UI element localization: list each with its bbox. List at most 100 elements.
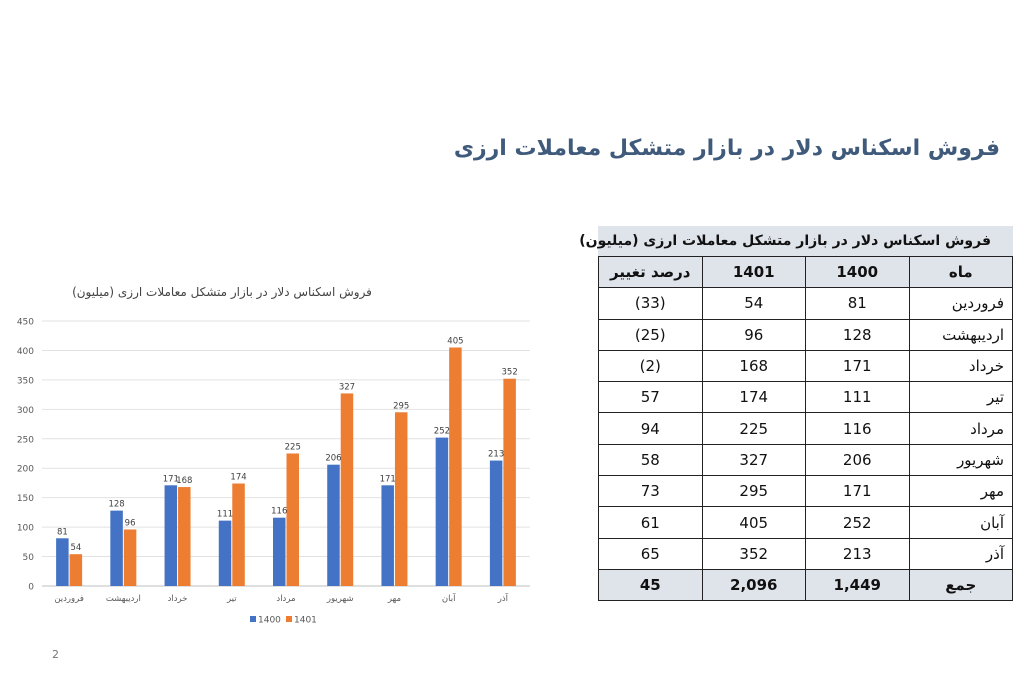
header-1400: 1400 [805, 255, 910, 289]
x-tick-label: مهر [387, 594, 401, 604]
cell-value-1401: 225 [701, 412, 806, 445]
total-value-1401: 2,096 [701, 568, 806, 602]
y-tick-label: 400 [17, 347, 34, 357]
bar-1401 [340, 393, 354, 586]
table-row: خرداد 171 168 (2) [598, 349, 1013, 383]
data-label: 171 [380, 474, 396, 484]
data-label: 295 [393, 401, 409, 411]
cell-change: 61 [598, 506, 703, 539]
table-row: شهریور 206 327 58 [598, 443, 1013, 477]
cell-month: خرداد [908, 349, 1013, 383]
bar-1401 [123, 529, 137, 586]
bar-1400 [435, 437, 449, 586]
table-row: مهر 171 295 73 [598, 475, 1013, 508]
legend-swatch [250, 616, 256, 622]
data-label: 96 [125, 518, 136, 528]
cell-value-1400: 206 [805, 443, 910, 477]
bar-1400 [164, 485, 178, 586]
table-caption: فروش اسکناس دلار در بازار متشکل معاملات … [579, 226, 1013, 256]
bar-1400 [273, 517, 286, 586]
cell-month: فروردین [908, 287, 1013, 320]
bar-1401 [503, 378, 516, 586]
bar-1400 [489, 460, 503, 586]
cell-value-1400: 81 [805, 287, 910, 320]
cell-change: (2) [598, 349, 703, 383]
y-tick-label: 250 [17, 435, 34, 445]
y-tick-label: 450 [17, 318, 34, 328]
cell-value-1400: 116 [805, 412, 910, 445]
page-title: فروش اسکناس دلار در بازار متشکل معاملات … [453, 136, 1000, 161]
x-tick-label: فروردین [54, 594, 84, 604]
table-row: فروردین 81 54 (33) [598, 287, 1013, 320]
x-tick-label: شهریور [326, 594, 354, 604]
cell-value-1401: 168 [701, 349, 806, 383]
bar-1400 [327, 464, 340, 586]
data-label: 213 [488, 450, 504, 460]
total-change: 45 [598, 568, 703, 602]
cell-month: آذر [908, 537, 1013, 570]
cell-month: مرداد [908, 412, 1013, 445]
data-label: 174 [230, 473, 246, 483]
cell-value-1401: 174 [701, 381, 806, 414]
cell-value-1401: 54 [701, 287, 806, 320]
x-tick-label: اردیبهشت [106, 594, 141, 604]
cell-month: اردیبهشت [908, 318, 1013, 351]
cell-change: (33) [598, 287, 703, 320]
x-tick-label: خرداد [168, 594, 188, 604]
bar-chart: فروش اسکناس دلار در بازار متشکل معاملات … [17, 285, 530, 626]
data-label: 405 [447, 337, 463, 347]
bar-1400 [218, 520, 232, 586]
data-label: 206 [325, 454, 341, 464]
data-label: 327 [339, 382, 355, 392]
cell-value-1400: 171 [805, 349, 910, 383]
table-row: مرداد 116 225 94 [598, 412, 1013, 445]
header-1401: 1401 [701, 255, 806, 289]
data-label: 168 [176, 476, 192, 486]
cell-change: (25) [598, 318, 703, 351]
data-label: 128 [108, 500, 124, 510]
cell-value-1400: 213 [805, 537, 910, 570]
x-tick-label: آذر [497, 592, 509, 604]
cell-change: 65 [598, 537, 703, 570]
data-label: 111 [217, 510, 233, 520]
data-label: 81 [57, 527, 68, 537]
cell-value-1400: 252 [805, 506, 910, 539]
cell-month: شهریور [908, 443, 1013, 477]
data-label: 171 [163, 474, 179, 484]
table-row: آبان 252 405 61 [598, 506, 1013, 539]
y-tick-label: 0 [28, 583, 34, 593]
data-label: 54 [70, 543, 81, 553]
x-tick-label: تیر [226, 594, 237, 604]
table-row: تیر 111 174 57 [598, 381, 1013, 414]
cell-value-1401: 327 [701, 443, 806, 477]
legend-label: 1400 [258, 616, 281, 626]
table-total-row: جمع 1,449 2,096 45 [598, 568, 1013, 602]
cell-month: مهر [908, 475, 1013, 508]
header-month: ماه [908, 255, 1013, 289]
data-label: 116 [271, 507, 287, 517]
cell-value-1400: 111 [805, 381, 910, 414]
bar-1401 [449, 347, 462, 586]
cell-value-1400: 128 [805, 318, 910, 351]
legend-label: 1401 [294, 616, 317, 626]
cell-change: 73 [598, 475, 703, 508]
y-tick-label: 50 [23, 553, 35, 563]
data-label: 252 [434, 427, 450, 437]
data-label: 225 [285, 443, 301, 453]
bar-1400 [56, 538, 69, 586]
x-tick-label: مرداد [276, 594, 295, 604]
header-change: درصد تغییر [598, 255, 703, 289]
cell-value-1401: 352 [701, 537, 806, 570]
y-tick-label: 350 [17, 376, 34, 386]
cell-value-1401: 96 [701, 318, 806, 351]
cell-change: 94 [598, 412, 703, 445]
table-row: آذر 213 352 65 [598, 537, 1013, 570]
cell-value-1400: 171 [805, 475, 910, 508]
total-month: جمع [908, 568, 1013, 602]
bar-1401 [232, 483, 245, 586]
table-row: اردیبهشت 128 96 (25) [598, 318, 1013, 351]
data-label: 352 [502, 368, 518, 378]
cell-change: 58 [598, 443, 703, 477]
cell-value-1401: 295 [701, 475, 806, 508]
bar-1401 [394, 412, 408, 586]
